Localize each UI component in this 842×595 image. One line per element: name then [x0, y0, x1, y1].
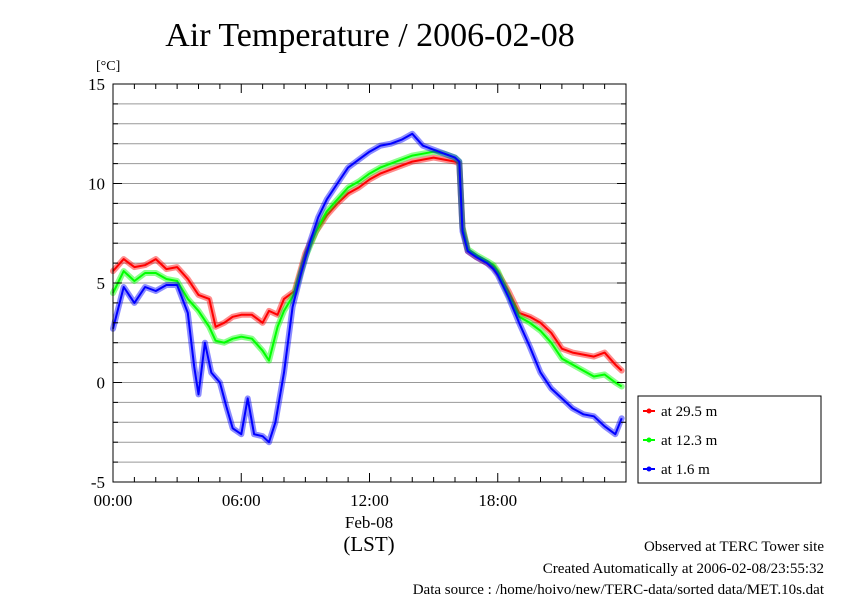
legend: at 29.5 m at 12.3 m at 1.6 m	[637, 395, 822, 484]
legend-label: at 29.5 m	[661, 404, 718, 420]
footer-source: Data source : /home/hoivo/new/TERC-data/…	[413, 582, 825, 595]
legend-item: at 12.3 m	[643, 433, 718, 449]
grid-lines	[113, 103, 626, 463]
chart-title: Air Temperature / 2006-02-08	[165, 17, 575, 54]
legend-marker	[646, 408, 652, 414]
x-date-sublabel: Feb-08	[345, 513, 393, 532]
x-tick-label: 12:00	[350, 491, 389, 510]
legend-item: at 29.5 m	[643, 404, 718, 420]
x-tick-label: 18:00	[478, 491, 517, 510]
x-axis-ticks: 00:00 06:00 12:00 18:00	[94, 84, 627, 510]
series-path	[112, 150, 623, 388]
y-unit-label: [°C]	[96, 59, 120, 74]
y-tick-label: 5	[97, 274, 106, 293]
legend-box	[637, 395, 822, 484]
legend-label: at 12.3 m	[661, 433, 718, 449]
x-tick-label: 00:00	[94, 491, 133, 510]
legend-label: at 1.6 m	[661, 462, 710, 478]
x-axis-label: (LST)	[343, 532, 394, 556]
series-path	[112, 132, 623, 444]
footer-created: Created Automatically at 2006-02-08/23:5…	[543, 561, 824, 577]
legend-item: at 1.6 m	[643, 462, 710, 478]
y-axis-ticks: 15 10 5 0 -5	[88, 75, 626, 492]
legend-marker	[646, 466, 652, 472]
series-path	[112, 156, 623, 372]
series-line-1	[110, 154, 625, 374]
series-lines	[110, 130, 625, 446]
series-halo	[110, 148, 625, 390]
series-line-2	[110, 148, 625, 390]
y-tick-label: 10	[88, 175, 105, 194]
legend-marker	[646, 437, 652, 443]
series-line-3	[110, 130, 625, 446]
y-tick-label: -5	[91, 473, 105, 492]
x-tick-label: 06:00	[222, 491, 261, 510]
footer-site: Observed at TERC Tower site	[644, 539, 824, 555]
y-tick-label: 15	[88, 75, 105, 94]
y-tick-label: 0	[97, 374, 106, 393]
